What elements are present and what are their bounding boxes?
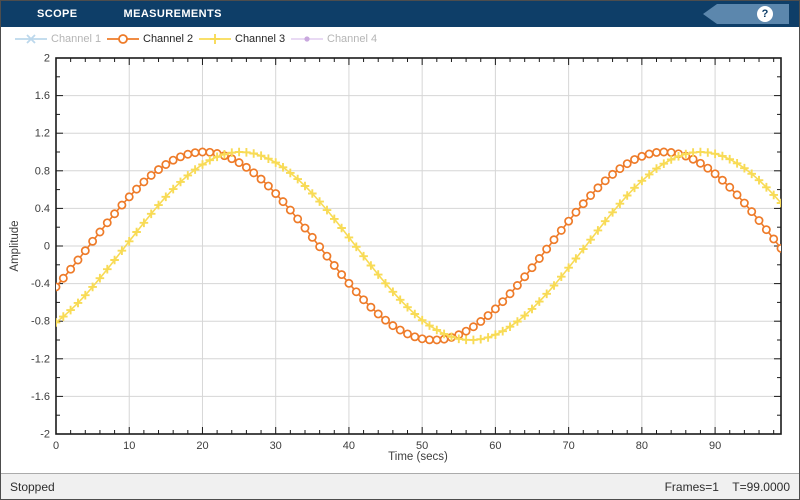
- legend-item-channel-4[interactable]: Channel 4: [291, 32, 383, 46]
- legend-label: Channel 3: [235, 33, 286, 45]
- y-tick-label: -1.2: [31, 353, 50, 365]
- y-tick-label: 2: [44, 53, 50, 65]
- y-tick-label: -1.6: [31, 391, 50, 403]
- frames-count: Frames=1: [664, 479, 719, 494]
- status-text: Stopped: [10, 479, 55, 494]
- x-tick-label: 10: [123, 440, 135, 452]
- x-tick-label: 40: [343, 440, 355, 452]
- x-tick-label: 50: [416, 440, 428, 452]
- x-tick-label: 30: [270, 440, 282, 452]
- status-bar: Stopped Frames=1 T=99.0000: [1, 473, 799, 499]
- y-tick-label: 0: [44, 241, 50, 253]
- scope-plot: 0 10 20 30 40 50 60 70 80 90 -2 -1.6 -1.2 -0.8 -0.4 0 0.…: [9, 53, 782, 463]
- legend-item-channel-1[interactable]: Channel 1: [15, 32, 107, 46]
- series-line-channel-3: [56, 151, 781, 341]
- help-tag: ?: [703, 4, 789, 24]
- x-tick-label: 70: [563, 440, 575, 452]
- circle-marker-icon: [107, 34, 139, 44]
- y-tick-label: 0.8: [35, 165, 50, 177]
- x-tick-label: 80: [636, 440, 648, 452]
- legend-label: Channel 2: [143, 33, 194, 45]
- x-tick-label: 0: [53, 440, 59, 452]
- legend-label: Channel 1: [51, 33, 102, 45]
- y-axis-label: Amplitude: [9, 220, 21, 271]
- x-tick-label: 90: [709, 440, 721, 452]
- y-tick-label: 0.4: [35, 203, 50, 215]
- plus-marker-icon: [199, 34, 231, 44]
- legend-label: Channel 4: [327, 33, 378, 45]
- channel-legend: Channel 1 Channel 2 Channel 3 Channel 4: [1, 29, 799, 49]
- dot-marker-icon: [291, 36, 323, 42]
- x-tick-label: 60: [489, 440, 501, 452]
- x-marker-icon: [15, 34, 47, 44]
- plot-panel: 0 10 20 30 40 50 60 70 80 90 -2 -1.6 -1.2 -0.8 -0.4 0 0.…: [1, 49, 799, 473]
- status-counters: Frames=1 T=99.0000: [655, 480, 790, 494]
- legend-item-channel-3[interactable]: Channel 3: [199, 32, 291, 46]
- y-tick-label: -0.8: [31, 316, 50, 328]
- y-tick-label: -0.4: [31, 278, 50, 290]
- help-button[interactable]: ?: [757, 6, 773, 22]
- tab-measurements[interactable]: MEASUREMENTS: [123, 8, 222, 20]
- x-tick-label: 20: [196, 440, 208, 452]
- time-count: T=99.0000: [732, 479, 790, 494]
- tab-scope[interactable]: SCOPE: [37, 8, 78, 20]
- x-axis-label: Time (secs): [388, 451, 448, 463]
- y-tick-label: -2: [40, 429, 50, 441]
- legend-item-channel-2[interactable]: Channel 2: [107, 32, 199, 46]
- toolstrip: SCOPE MEASUREMENTS ?: [1, 1, 799, 27]
- y-tick-label: 1.6: [35, 90, 50, 102]
- y-tick-label: 1.2: [35, 128, 50, 140]
